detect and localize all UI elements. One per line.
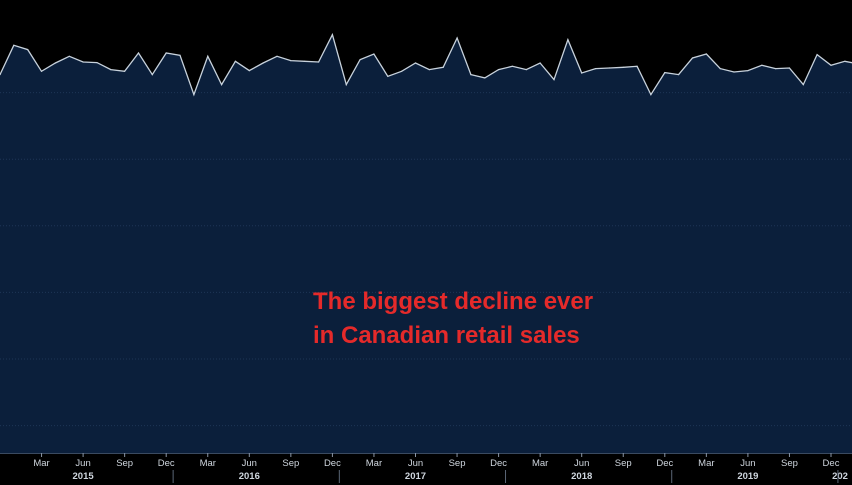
- data-point: [594, 68, 597, 70]
- x-tick-label: Dec: [823, 458, 840, 469]
- x-tick-label: Sep: [781, 458, 798, 469]
- x-tick-label: Jun: [75, 458, 90, 469]
- x-year-label: 2018: [571, 471, 592, 482]
- data-point: [678, 74, 680, 76]
- data-point: [456, 37, 458, 39]
- data-point: [387, 75, 389, 77]
- x-tick-label: Jun: [740, 458, 755, 469]
- data-point: [816, 54, 818, 56]
- data-point: [318, 61, 320, 63]
- data-point: [844, 60, 846, 62]
- data-point: [345, 84, 347, 86]
- data-point: [373, 53, 375, 55]
- x-tick-label: Mar: [200, 458, 216, 469]
- x-tick-label: Mar: [366, 458, 382, 469]
- data-point: [442, 66, 444, 68]
- x-tick-label: Dec: [158, 458, 175, 469]
- plot-background: [0, 0, 852, 453]
- x-tick-label: Dec: [490, 458, 507, 469]
- data-point: [207, 55, 209, 57]
- grid-lines: [0, 25, 852, 427]
- series-points: [0, 34, 846, 96]
- data-point: [262, 62, 264, 64]
- data-point: [719, 68, 721, 70]
- data-point: [498, 69, 500, 71]
- data-point: [761, 64, 763, 66]
- data-point: [82, 61, 84, 63]
- data-point: [636, 65, 638, 67]
- data-point: [137, 52, 140, 54]
- data-point: [234, 60, 236, 62]
- data-point: [401, 70, 403, 72]
- data-point: [470, 74, 472, 76]
- data-point: [539, 62, 541, 64]
- data-point: [290, 60, 292, 62]
- chart-annotation: The biggest decline ever in Canadian ret…: [313, 285, 593, 353]
- data-point: [221, 84, 223, 86]
- data-point: [276, 55, 278, 57]
- data-point: [525, 69, 527, 71]
- data-point: [96, 62, 98, 64]
- data-point: [13, 44, 15, 46]
- data-point: [802, 84, 804, 86]
- data-point: [775, 68, 777, 70]
- x-tick-label: Jun: [574, 458, 589, 469]
- data-point: [608, 67, 611, 69]
- x-tick-label: Mar: [698, 458, 714, 469]
- x-year-label: 2015: [73, 471, 95, 482]
- x-tick-label: Jun: [242, 458, 257, 469]
- data-point: [179, 54, 181, 56]
- data-point: [484, 77, 486, 79]
- x-tick-label: Sep: [116, 458, 133, 469]
- x-year-label: 202: [832, 471, 848, 482]
- x-tick-label: Dec: [324, 458, 341, 469]
- annotation-line-2: in Canadian retail sales: [313, 322, 580, 349]
- x-tick-label: Sep: [615, 458, 632, 469]
- area-above-line: [0, 0, 852, 428]
- data-point: [747, 70, 749, 72]
- x-tick-label: Mar: [532, 458, 548, 469]
- data-point: [705, 53, 708, 55]
- data-point: [124, 70, 126, 72]
- data-point: [581, 72, 583, 74]
- data-point: [54, 62, 57, 64]
- x-tick-label: Jun: [408, 458, 423, 469]
- data-point: [414, 62, 417, 64]
- x-tick-label: Mar: [33, 458, 49, 469]
- data-point: [830, 64, 832, 66]
- data-point: [733, 71, 735, 73]
- data-point: [788, 67, 791, 69]
- data-point: [567, 39, 569, 41]
- data-point: [193, 94, 195, 96]
- data-point: [359, 59, 361, 61]
- data-point: [151, 74, 153, 76]
- x-tick-label: Dec: [656, 458, 673, 469]
- x-tick-label: Sep: [449, 458, 466, 469]
- data-point: [110, 69, 112, 71]
- data-point: [650, 94, 652, 96]
- series-line: [0, 32, 852, 97]
- data-point: [664, 72, 666, 74]
- x-year-label: 2019: [737, 471, 758, 482]
- x-year-label: 2016: [239, 471, 260, 482]
- data-point: [691, 57, 694, 59]
- data-point: [622, 66, 624, 68]
- data-point: [304, 60, 306, 62]
- data-point: [553, 79, 555, 81]
- data-point: [165, 52, 167, 54]
- data-point: [68, 55, 70, 57]
- data-point: [511, 65, 513, 67]
- x-year-label: 2017: [405, 471, 426, 482]
- data-point: [0, 74, 1, 76]
- data-point: [27, 49, 29, 51]
- data-point: [331, 34, 333, 36]
- data-point: [40, 70, 43, 72]
- x-tick-label: Sep: [282, 458, 299, 469]
- data-point: [428, 69, 430, 71]
- annotation-line-1: The biggest decline ever: [313, 288, 594, 315]
- data-point: [248, 70, 250, 72]
- x-axis: Mar Jun Sep Dec Mar Jun Sep Dec Mar Jun Sep Dec Mar J…: [0, 453, 852, 483]
